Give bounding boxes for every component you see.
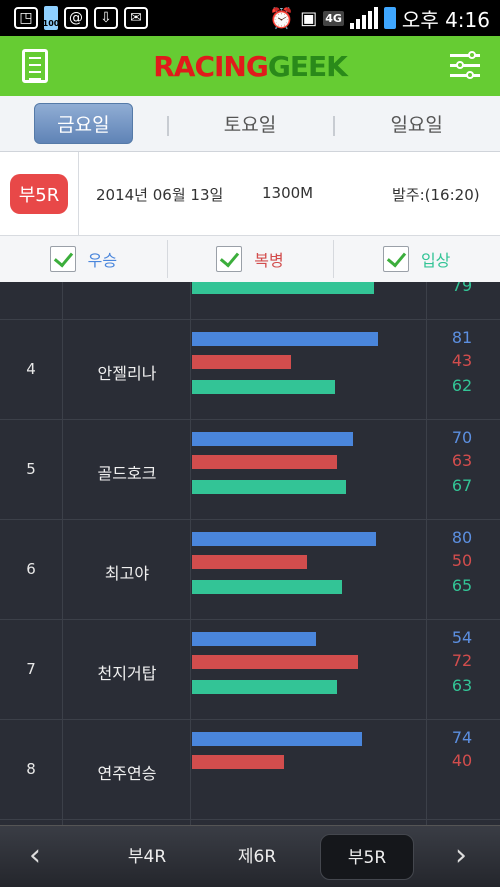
horse-number: 5	[26, 460, 36, 478]
dark-horse-bar	[192, 755, 284, 769]
place-score: 79	[451, 282, 473, 295]
prediction-filters: 우승 복병 입상	[0, 236, 500, 282]
dark-horse-score: 50	[451, 551, 473, 570]
place-score: 62	[451, 376, 473, 395]
horse-row[interactable]: 4 안젤리나 81 43 62	[0, 320, 500, 420]
place-bar	[192, 480, 346, 494]
win-score: 70	[451, 428, 473, 447]
app-header: RACINGGEEK	[0, 36, 500, 96]
place-bar	[192, 580, 342, 594]
mail-icon: ✉	[124, 7, 148, 29]
win-score: 81	[451, 328, 473, 347]
win-score: 80	[451, 528, 473, 547]
horse-row[interactable]: 8 연주연승 74 40	[0, 720, 500, 820]
dark-horse-score: 40	[451, 751, 473, 770]
screenshot-icon: ◳	[14, 7, 38, 29]
horse-name: 천지거탑	[97, 664, 157, 683]
win-bar	[192, 732, 362, 746]
checkbox-checked-icon[interactable]	[382, 246, 409, 272]
horse-number: 8	[26, 760, 36, 778]
app-logo: RACINGGEEK	[153, 49, 348, 83]
race-info: 부5R 2014년 06월 13일 1300M 발주:(16:20)	[0, 152, 500, 236]
tab-race-prev[interactable]: 부4R	[127, 847, 167, 867]
horse-list[interactable]: 3블랙키7979794안젤리나8143625골드호크7063676최고야8050…	[0, 282, 500, 825]
horse-row[interactable]: 6 최고야 80 50 65	[0, 520, 500, 620]
network-type: 4G	[323, 10, 344, 26]
menu-icon[interactable]	[22, 49, 48, 83]
clock: 오후 4:16	[401, 7, 490, 32]
dark-horse-bar	[192, 655, 358, 669]
filter-win[interactable]: 우승	[0, 236, 167, 282]
win-bar	[192, 632, 316, 646]
tab-sunday[interactable]: 일요일	[333, 110, 500, 137]
win-score: 54	[451, 628, 473, 647]
horse-name: 골드호크	[97, 464, 157, 483]
race-navigation: ‹ 부4R 제6R 부5R ›	[0, 825, 500, 887]
settings-sliders-icon[interactable]	[450, 51, 480, 81]
day-tabs: 금요일 토요일 일요일	[0, 96, 500, 152]
race-date: 2014년 06월 13일	[96, 186, 224, 204]
race-badge: 부5R	[9, 173, 69, 214]
place-bar	[192, 380, 335, 394]
horse-number: 6	[26, 560, 36, 578]
chevron-right-icon[interactable]: ›	[455, 838, 467, 873]
battery-charging-icon	[383, 7, 396, 29]
win-bar	[192, 532, 376, 546]
checkbox-checked-icon[interactable]	[49, 246, 76, 272]
place-score: 67	[451, 476, 473, 495]
dark-horse-bar	[192, 455, 337, 469]
chevron-left-icon[interactable]: ‹	[29, 838, 41, 873]
place-bar	[192, 680, 337, 694]
dark-horse-score: 63	[451, 451, 473, 470]
place-score: 65	[451, 576, 473, 595]
tab-friday[interactable]: 금요일	[0, 103, 167, 144]
tab-saturday[interactable]: 토요일	[166, 110, 334, 137]
horse-number: 4	[26, 360, 36, 378]
race-start-time: 발주:(16:20)	[392, 186, 480, 204]
tab-race-next[interactable]: 제6R	[237, 847, 277, 867]
filter-dark-horse[interactable]: 복병	[166, 236, 334, 282]
dark-horse-bar	[192, 355, 291, 369]
place-score: 63	[451, 676, 473, 695]
win-bar	[192, 432, 353, 446]
horse-name: 블랙키	[64, 282, 190, 284]
horse-row[interactable]: 3블랙키797979	[0, 282, 500, 320]
horse-number: 7	[26, 660, 36, 678]
race-distance: 1300M	[262, 184, 314, 202]
download-icon: ⇩	[94, 7, 118, 29]
battery-full-icon: 100	[43, 6, 59, 30]
status-bar: ◳ 100 @ ⇩ ✉ ⏰ ▣ 4G 오후 4:16	[0, 0, 500, 36]
horse-row[interactable]: 5 골드호크 70 63 67	[0, 420, 500, 520]
checkbox-checked-icon[interactable]	[216, 246, 243, 272]
dark-horse-bar	[192, 555, 307, 569]
tab-race-current[interactable]: 부5R	[320, 834, 414, 880]
horse-name: 안젤리나	[97, 364, 157, 383]
signal-icon	[349, 7, 378, 29]
win-score: 74	[451, 728, 473, 747]
alarm-icon: ⏰	[269, 6, 295, 30]
dark-horse-score: 43	[451, 351, 473, 370]
filter-place[interactable]: 입상	[333, 236, 500, 282]
win-bar	[192, 332, 378, 346]
message-icon: ▣	[300, 7, 318, 29]
dark-horse-score: 72	[451, 651, 473, 670]
horse-row[interactable]: 7 천지거탑 54 72 63	[0, 620, 500, 720]
place-bar	[192, 282, 374, 294]
at-sign-icon: @	[64, 7, 88, 29]
horse-name: 최고야	[104, 564, 150, 583]
horse-name: 연주연승	[97, 764, 157, 783]
